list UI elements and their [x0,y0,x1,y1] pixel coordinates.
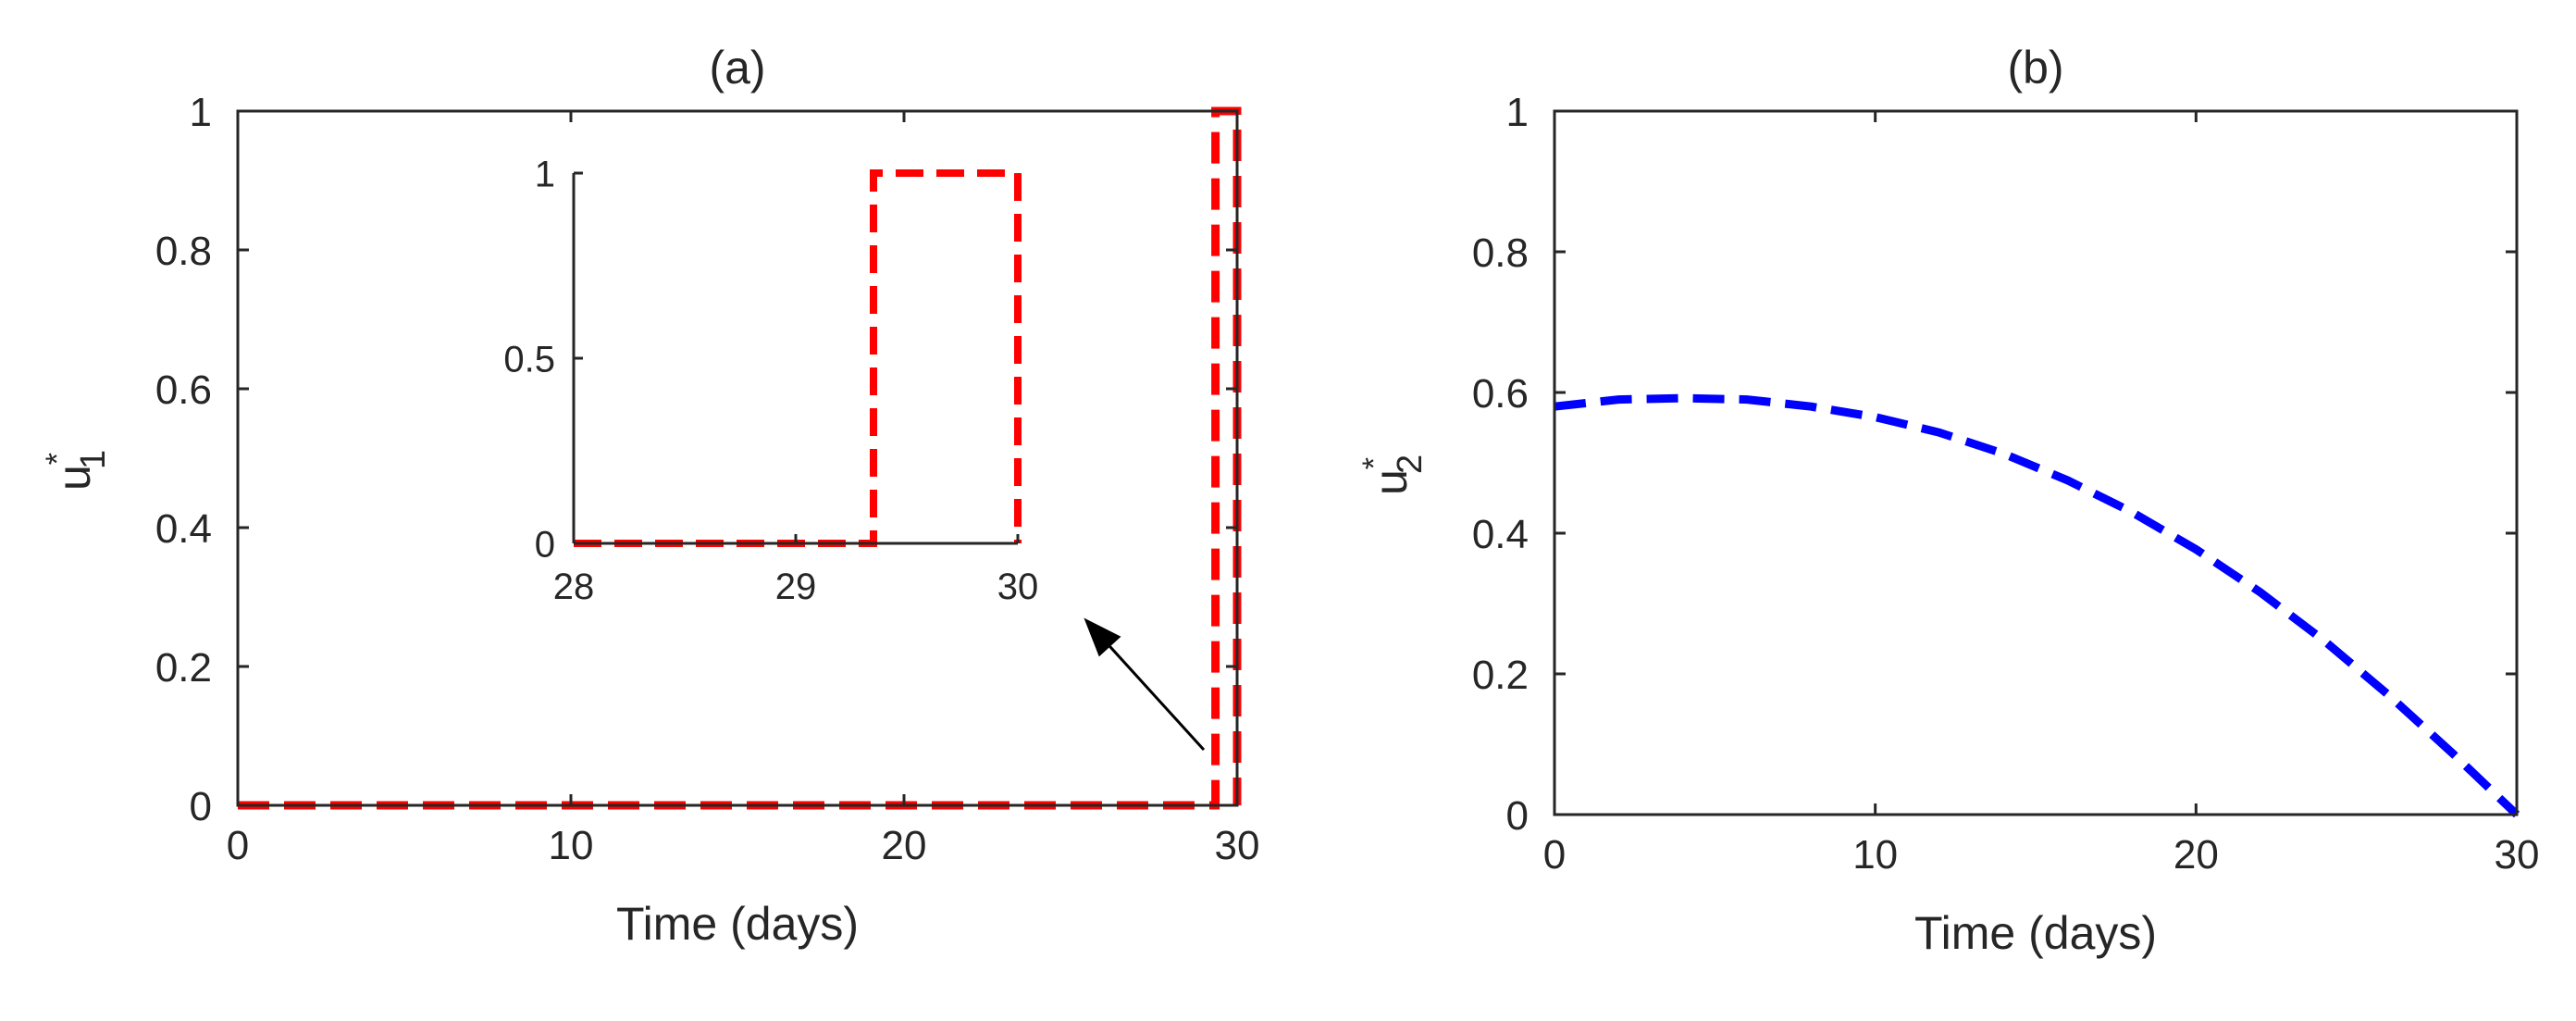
y-axis-label: u*2 [1356,454,1430,495]
x-tick-label: 20 [2174,832,2219,878]
panel-title: (a) [709,42,765,93]
y-tick-label: 0.4 [155,506,212,552]
x-tick-label: 10 [1852,832,1898,878]
x-tick-label: 30 [1215,823,1260,868]
plot-frame [1553,109,2519,816]
inset-y-tick-label: 1 [535,154,555,194]
y-tick-label: 0.6 [1472,371,1529,417]
y-axis-label-base: u [1365,469,1417,495]
y-tick-label: 0.2 [1472,653,1529,698]
y-axis-label-superscript: * [40,453,75,465]
inset-y-tick-label: 0.5 [503,339,555,380]
x-tick-label: 30 [2495,832,2540,878]
y-tick-label: 0.2 [155,645,212,691]
x-tick-label: 0 [227,823,249,868]
inset-y-tick-label: 0 [535,524,555,565]
y-axis-label-base: u [48,465,100,491]
y-tick-label: 0.8 [155,229,212,274]
inset-x-tick-label: 30 [997,567,1039,607]
y-tick-label: 0 [190,784,212,829]
x-axis-label: Time (days) [616,898,859,950]
y-tick-label: 0.4 [1472,512,1529,557]
y-axis-label-subscript: 1 [74,450,113,469]
annotation-arrow-head [1084,617,1121,657]
y-axis-label: u*1 [40,450,113,491]
y-tick-label: 1 [190,90,212,135]
annotation-arrow-shaft [1108,645,1206,752]
x-tick-label: 10 [549,823,594,868]
panel-title: (b) [2007,42,2063,93]
inset-series-line [574,169,1022,547]
x-tick-label: 20 [882,823,927,868]
inset-plot: 28 29 30 0 0.5 1 [503,154,1038,607]
y-tick-label: 0 [1506,793,1529,839]
y-tick-label: 1 [1506,90,1529,135]
panel-b: (b) 0 10 20 30 0 0.2 0.4 0.6 0.8 1 Time (days) u*2 [1356,42,2539,959]
series-line [1554,393,2520,818]
x-axis-label: Time (days) [1914,907,2157,959]
plot-frame [236,109,1239,807]
y-axis-label-subscript: 2 [1391,454,1430,474]
y-tick-label: 0.8 [1472,230,1529,276]
x-tick-label: 0 [1543,832,1566,878]
y-axis-label-superscript: * [1356,457,1392,469]
inset-x-tick-label: 28 [553,567,595,607]
y-tick-label: 0.6 [155,367,212,413]
inset-x-tick-label: 29 [775,567,817,607]
